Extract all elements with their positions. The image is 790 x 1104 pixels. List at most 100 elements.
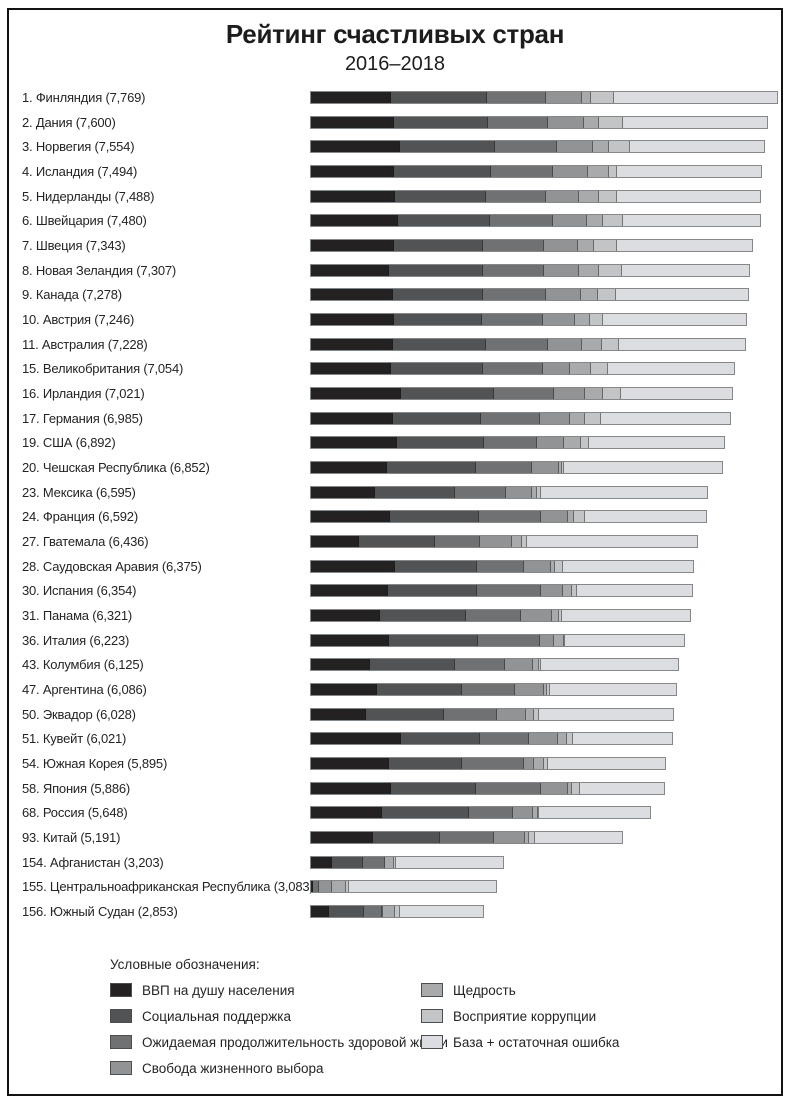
bar-segment-freedom xyxy=(554,388,585,400)
bar-segment-base-residual xyxy=(539,708,673,720)
legend-item-generosity: Щедрость xyxy=(421,977,619,1003)
bar-segment-social-support xyxy=(387,462,477,474)
bar-segment-corruption xyxy=(547,684,551,696)
bar-segment-social-support xyxy=(393,338,487,350)
bar-segment-corruption xyxy=(601,338,620,350)
bar-segment-healthy-life xyxy=(462,758,525,770)
bar-segment-generosity xyxy=(558,733,567,745)
bar-segment-base-residual xyxy=(547,758,665,770)
bar-segment-freedom xyxy=(552,166,589,177)
bar-segment-generosity xyxy=(567,511,575,523)
bar-segment-freedom xyxy=(381,906,383,918)
bar-segment-base-residual xyxy=(601,412,731,424)
country-label: 15. Великобритания (7,054) xyxy=(22,361,184,377)
bar-segment-freedom xyxy=(515,684,544,696)
bar-segment-social-support xyxy=(391,92,487,103)
bar-segment-gdp xyxy=(311,659,371,671)
bar-segment-generosity xyxy=(532,807,538,819)
bar-segment-generosity xyxy=(533,659,540,671)
bar-segment-generosity xyxy=(552,610,559,622)
bar-segment-base-residual xyxy=(565,634,685,646)
country-row: 47. Аргентина (6,086) xyxy=(0,682,790,698)
bar-segment-gdp xyxy=(311,289,393,301)
country-bar xyxy=(310,609,692,623)
bar-segment-freedom xyxy=(540,634,555,646)
bar-segment-healthy-life xyxy=(454,486,507,498)
country-row: 6. Швейцария (7,480) xyxy=(0,213,790,229)
bar-segment-generosity xyxy=(569,412,586,424)
country-row: 23. Мексика (6,595) xyxy=(0,485,790,501)
bar-segment-healthy-life xyxy=(363,906,382,918)
bar-segment-freedom xyxy=(524,560,551,572)
bar-segment-generosity xyxy=(579,264,600,276)
bar-segment-generosity xyxy=(526,708,534,720)
bar-segment-gdp xyxy=(311,462,388,474)
bar-segment-freedom xyxy=(546,190,580,202)
country-row: 50. Эквадор (6,028) xyxy=(0,707,790,723)
bar-segment-gdp xyxy=(311,363,391,375)
bar-segment-generosity xyxy=(588,166,610,177)
country-row: 4. Исландия (7,494) xyxy=(0,164,790,180)
country-row: 30. Испания (6,354) xyxy=(0,583,790,599)
bar-segment-freedom xyxy=(541,511,568,523)
bar-segment-base-residual xyxy=(534,832,623,844)
bar-segment-base-residual xyxy=(607,363,735,375)
legend-label: База + остаточная ошибка xyxy=(453,1034,620,1050)
bar-segment-social-support xyxy=(388,585,478,597)
country-bar xyxy=(310,461,724,475)
legend-heading: Условные обозначения: xyxy=(110,957,260,972)
bar-segment-corruption xyxy=(580,437,589,449)
bar-segment-base-residual xyxy=(629,141,765,153)
legend-swatch-base-residual xyxy=(421,1035,443,1049)
bar-segment-base-residual xyxy=(576,585,693,597)
country-row: 3. Норвегия (7,554) xyxy=(0,139,790,155)
bar-segment-generosity xyxy=(580,289,598,301)
country-label: 24. Франция (6,592) xyxy=(22,509,138,525)
country-row: 9. Канада (7,278) xyxy=(0,287,790,303)
bar-segment-corruption xyxy=(571,782,581,794)
legend-column-right: Щедрость Восприятие коррупции База + остат… xyxy=(421,977,619,1055)
bar-segment-freedom xyxy=(539,412,570,424)
country-label: 51. Кувейт (6,021) xyxy=(22,731,127,747)
bar-segment-generosity xyxy=(585,388,603,400)
bar-segment-social-support xyxy=(401,733,481,745)
bar-segment-gdp xyxy=(311,560,396,572)
bar-segment-corruption xyxy=(522,536,528,548)
country-row: 43. Колумбия (6,125) xyxy=(0,657,790,673)
bar-segment-healthy-life xyxy=(480,412,540,424)
legend-label: Ожидаемая продолжительность здоровой жиз… xyxy=(142,1034,448,1050)
bar-segment-social-support xyxy=(400,388,495,400)
country-bar xyxy=(310,411,732,425)
bar-segment-gdp xyxy=(311,610,380,622)
bar-segment-social-support xyxy=(329,906,364,918)
country-row: 154. Афганистан (3,203) xyxy=(0,855,790,871)
country-bar xyxy=(310,880,497,894)
bar-segment-gdp xyxy=(311,733,401,745)
bar-segment-social-support xyxy=(375,486,455,498)
bar-segment-base-residual xyxy=(621,388,733,400)
country-label: 43. Колумбия (6,125) xyxy=(22,657,144,673)
country-bar xyxy=(310,658,680,672)
bar-segment-social-support xyxy=(393,116,489,128)
bar-segment-corruption xyxy=(590,92,615,103)
bar-segment-generosity xyxy=(562,585,572,597)
legend-swatch-healthy-life xyxy=(110,1035,132,1049)
bar-segment-healthy-life xyxy=(469,807,513,819)
bar-segment-base-residual xyxy=(588,437,725,449)
country-label: 5. Нидерланды (7,488) xyxy=(22,188,155,204)
bar-segment-social-support xyxy=(332,856,364,868)
country-label: 156. Южный Судан (2,853) xyxy=(22,904,178,920)
country-label: 20. Чешская Республика (6,852) xyxy=(22,460,210,476)
country-bar xyxy=(310,288,749,302)
bar-segment-healthy-life xyxy=(495,141,557,153)
bar-segment-base-residual xyxy=(616,166,761,177)
bar-segment-gdp xyxy=(311,92,392,103)
bar-segment-healthy-life xyxy=(478,511,542,523)
bar-segment-freedom xyxy=(318,881,333,893)
country-bar xyxy=(310,535,699,549)
bar-segment-freedom xyxy=(543,314,575,326)
chart-subtitle: 2016–2018 xyxy=(344,53,446,75)
bar-segment-healthy-life xyxy=(483,363,543,375)
country-row: 28. Саудовская Аравия (6,375) xyxy=(0,559,790,575)
bar-segment-base-residual xyxy=(348,881,496,893)
